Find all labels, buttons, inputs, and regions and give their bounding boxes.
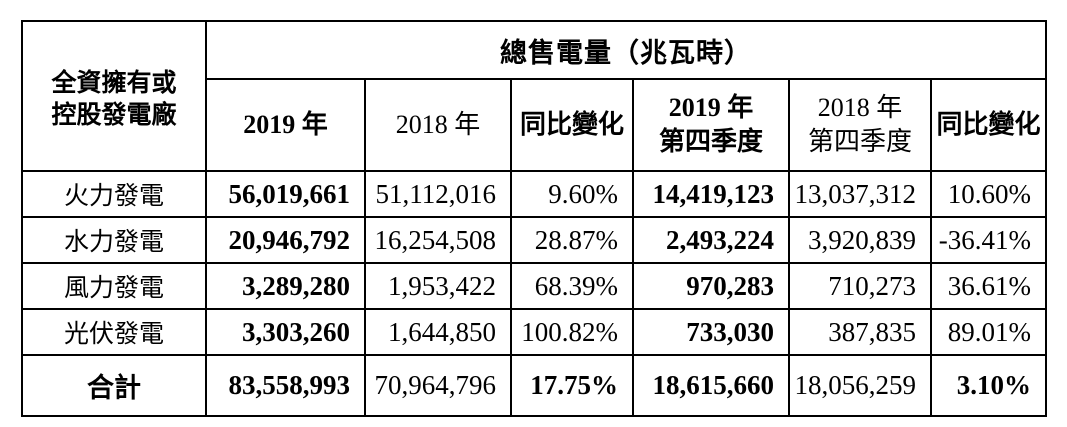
cell-2019: 56,019,661: [205, 170, 366, 218]
cell-2018q4: 3,920,839: [788, 216, 932, 264]
table-row-thermal: 火力發電 56,019,661 51,112,016 9.60% 14,419,…: [21, 170, 1048, 218]
table-row-solar: 光伏發電 3,303,260 1,644,850 100.82% 733,030…: [21, 308, 1048, 356]
col-header-2019q4: 2019 年 第四季度: [632, 78, 790, 172]
column-header-row: 2019 年 2018 年 同比變化 2019 年 第四季度 2018 年 第四…: [22, 78, 1048, 172]
cell-2018q4: 18,056,259: [788, 354, 932, 417]
cell-yoy: 100.82%: [510, 308, 634, 356]
col-header-yoy: 同比變化: [510, 78, 634, 172]
cell-2019: 3,303,260: [205, 308, 366, 356]
cell-2019q4: 2,493,224: [632, 216, 790, 264]
cell-2018: 1,644,850: [364, 308, 512, 356]
col-header-2018q4-line1: 2018 年: [817, 93, 903, 123]
cell-2018q4: 13,037,312: [788, 170, 932, 218]
cell-2019q4: 18,615,660: [632, 354, 790, 417]
row-label: 水力發電: [21, 216, 207, 264]
row-label: 火力發電: [21, 170, 207, 218]
group-header-row: 全資擁有或 控股發電廠 總售電量（兆瓦時）: [21, 20, 1048, 172]
row-label: 風力發電: [21, 262, 207, 310]
electricity-sales-table: 全資擁有或 控股發電廠 總售電量（兆瓦時） 2019 年 2018 年 同比變化…: [21, 20, 1048, 417]
cell-yoy: 28.87%: [510, 216, 634, 264]
col-header-2019q4-line1: 2019 年: [668, 93, 754, 123]
cell-yoy-q4: 10.60%: [929, 170, 1048, 218]
cell-2019: 83,558,993: [205, 354, 366, 417]
cell-yoy: 9.60%: [510, 170, 634, 218]
cell-yoy-q4: 3.10%: [929, 354, 1048, 417]
cell-yoy: 68.39%: [510, 262, 634, 310]
col-header-2018: 2018 年: [364, 78, 512, 172]
corner-header-line1: 全資擁有或: [51, 70, 177, 97]
cell-yoy-q4: 89.01%: [929, 308, 1048, 356]
table-row-wind: 風力發電 3,289,280 1,953,422 68.39% 970,283 …: [21, 262, 1048, 310]
cell-yoy-q4: -36.41%: [929, 216, 1048, 264]
col-header-2018q4-line2: 第四季度: [807, 127, 912, 156]
cell-2019: 20,946,792: [205, 216, 366, 264]
cell-2018q4: 710,273: [788, 262, 932, 310]
corner-header-line2: 控股發電廠: [51, 102, 177, 129]
cell-2018: 1,953,422: [364, 262, 512, 310]
cell-2018q4: 387,835: [788, 308, 932, 356]
cell-2019q4: 733,030: [632, 308, 790, 356]
col-header-2019q4-line2: 第四季度: [658, 127, 763, 156]
table-row-total: 合計 83,558,993 70,964,796 17.75% 18,615,6…: [21, 354, 1048, 417]
table-row-hydro: 水力發電 20,946,792 16,254,508 28.87% 2,493,…: [21, 216, 1048, 264]
col-header-2019: 2019 年: [205, 78, 366, 172]
col-header-yoy-q4: 同比變化: [929, 78, 1048, 172]
group-header-cell: 總售電量（兆瓦時）: [204, 20, 1048, 80]
col-header-2018q4: 2018 年 第四季度: [788, 78, 932, 172]
row-label: 光伏發電: [21, 308, 207, 356]
corner-header-cell: 全資擁有或 控股發電廠: [21, 20, 207, 172]
cell-yoy: 17.75%: [510, 354, 634, 417]
cell-2019q4: 14,419,123: [632, 170, 790, 218]
cell-2019q4: 970,283: [632, 262, 790, 310]
cell-yoy-q4: 36.61%: [929, 262, 1048, 310]
cell-2018: 51,112,016: [364, 170, 512, 218]
cell-2018: 70,964,796: [364, 354, 512, 417]
row-label-total: 合計: [21, 354, 207, 417]
cell-2019: 3,289,280: [205, 262, 366, 310]
cell-2018: 16,254,508: [364, 216, 512, 264]
